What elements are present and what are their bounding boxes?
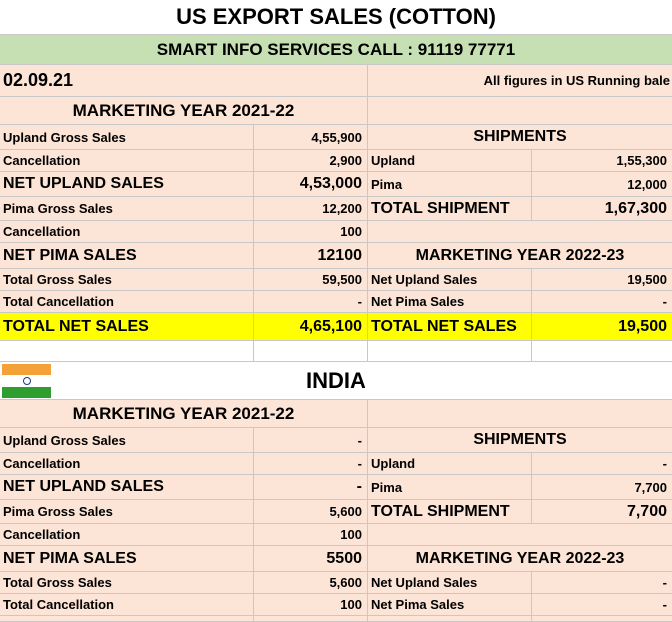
table-row: NET PIMA SALES 5500 MARKETING YEAR 2022-… bbox=[0, 546, 672, 572]
cell-value: 12,200 bbox=[254, 197, 368, 221]
table-row: Upland Gross Sales - SHIPMENTS bbox=[0, 428, 672, 453]
cell-value: 12,000 bbox=[532, 172, 672, 197]
cell-label: Net Upland Sales bbox=[368, 572, 532, 594]
cell-value: 100 bbox=[254, 594, 368, 616]
cell-label: TOTAL NET SALES bbox=[368, 313, 532, 341]
us-my-2021-header: MARKETING YEAR 2021-22 bbox=[0, 97, 368, 125]
cell-value: 59,500 bbox=[254, 269, 368, 291]
cell-label: Pima Gross Sales bbox=[0, 500, 254, 524]
cell-label: Pima Gross Sales bbox=[0, 197, 254, 221]
cell-label: Upland bbox=[368, 150, 532, 172]
cell-label: Upland Gross Sales bbox=[0, 125, 254, 150]
date-row: 02.09.21 All figures in US Running bale bbox=[0, 65, 672, 97]
report-date: 02.09.21 bbox=[0, 65, 368, 97]
india-my-header-row: MARKETING YEAR 2021-22 bbox=[0, 400, 672, 428]
cell-value: 5,600 bbox=[254, 500, 368, 524]
cell-label: Net Upland Sales bbox=[368, 269, 532, 291]
table-row: Total Cancellation - Net Pima Sales - bbox=[0, 291, 672, 313]
india-my-2022-header: MARKETING YEAR 2022-23 bbox=[368, 546, 672, 572]
cell-label: NET PIMA SALES bbox=[0, 546, 254, 572]
cell-value: - bbox=[254, 428, 368, 453]
cell-label: Total Cancellation bbox=[0, 594, 254, 616]
cell-value: - bbox=[254, 453, 368, 475]
table-row: Cancellation 2,900 Upland 1,55,300 bbox=[0, 150, 672, 172]
cell-label: Total Gross Sales bbox=[0, 572, 254, 594]
cell-value: 12100 bbox=[254, 243, 368, 269]
india-flag-icon bbox=[2, 364, 51, 398]
cell-label: Total Gross Sales bbox=[0, 269, 254, 291]
cell-value: - bbox=[532, 594, 672, 616]
page-subtitle: SMART INFO SERVICES CALL : 91119 77771 bbox=[0, 35, 672, 65]
table-row: NET UPLAND SALES 4,53,000 Pima 12,000 bbox=[0, 172, 672, 197]
us-my-2022-header: MARKETING YEAR 2022-23 bbox=[368, 243, 672, 269]
table-row: Total Cancellation 100 Net Pima Sales - bbox=[0, 594, 672, 616]
table-row: Total Gross Sales 59,500 Net Upland Sale… bbox=[0, 269, 672, 291]
cell-value: 4,55,900 bbox=[254, 125, 368, 150]
us-my-header-row: MARKETING YEAR 2021-22 bbox=[0, 97, 672, 125]
cell-label: Upland Gross Sales bbox=[0, 428, 254, 453]
cell-label: NET PIMA SALES bbox=[0, 243, 254, 269]
table-row: Pima Gross Sales 5,600 TOTAL SHIPMENT 7,… bbox=[0, 500, 672, 524]
india-my-2021-header: MARKETING YEAR 2021-22 bbox=[0, 400, 368, 428]
title-row: US EXPORT SALES (COTTON) bbox=[0, 0, 672, 35]
india-title-row: INDIA bbox=[0, 362, 672, 400]
cell-value: 1,55,300 bbox=[532, 150, 672, 172]
india-title: INDIA bbox=[0, 362, 672, 400]
cell-value: - bbox=[254, 475, 368, 500]
cell-value: - bbox=[532, 572, 672, 594]
cell-label: Total Cancellation bbox=[0, 291, 254, 313]
page-title: US EXPORT SALES (COTTON) bbox=[0, 0, 672, 35]
cell-label: Cancellation bbox=[0, 150, 254, 172]
cell-value: 2,900 bbox=[254, 150, 368, 172]
cell-label: Pima bbox=[368, 172, 532, 197]
cell-value: 7,700 bbox=[532, 475, 672, 500]
cell-label: NET UPLAND SALES bbox=[0, 475, 254, 500]
total-net-row: TOTAL NET SALES 4,65,100 TOTAL NET SALES… bbox=[0, 313, 672, 341]
cell-value: 4,65,100 bbox=[254, 313, 368, 341]
cell-label: Net Pima Sales bbox=[368, 594, 532, 616]
spacer-row bbox=[0, 341, 672, 362]
cell-value: 7,700 bbox=[532, 500, 672, 524]
cell-value: - bbox=[254, 291, 368, 313]
cell-label: TOTAL NET SALES bbox=[0, 313, 254, 341]
subtitle-row: SMART INFO SERVICES CALL : 91119 77771 bbox=[0, 35, 672, 65]
cell-value: - bbox=[532, 453, 672, 475]
cell-label: Pima bbox=[368, 475, 532, 500]
table-row: Cancellation - Upland - bbox=[0, 453, 672, 475]
cell-value: 4,53,000 bbox=[254, 172, 368, 197]
table-row: NET UPLAND SALES - Pima 7,700 bbox=[0, 475, 672, 500]
cell-label: Upland bbox=[368, 453, 532, 475]
table-row: Pima Gross Sales 12,200 TOTAL SHIPMENT 1… bbox=[0, 197, 672, 221]
cell-value: 100 bbox=[254, 524, 368, 546]
cell-label: Net Pima Sales bbox=[368, 291, 532, 313]
table-row: Total Gross Sales 5,600 Net Upland Sales… bbox=[0, 572, 672, 594]
cell-label: Cancellation bbox=[0, 524, 254, 546]
cell-value: - bbox=[532, 291, 672, 313]
cell-label: TOTAL SHIPMENT bbox=[368, 197, 532, 221]
cell-label: Cancellation bbox=[0, 453, 254, 475]
table-row: Upland Gross Sales 4,55,900 SHIPMENTS bbox=[0, 125, 672, 150]
cell-label: TOTAL SHIPMENT bbox=[368, 500, 532, 524]
cell-label: Cancellation bbox=[0, 221, 254, 243]
table-row: NET PIMA SALES 12100 MARKETING YEAR 2022… bbox=[0, 243, 672, 269]
cell-value: 100 bbox=[254, 221, 368, 243]
cell-value: 1,67,300 bbox=[532, 197, 672, 221]
cell-value: 19,500 bbox=[532, 313, 672, 341]
india-shipments-header: SHIPMENTS bbox=[368, 428, 672, 453]
table-row: Cancellation 100 bbox=[0, 221, 672, 243]
cell-value: 5500 bbox=[254, 546, 368, 572]
cell-value: 19,500 bbox=[532, 269, 672, 291]
units-note: All figures in US Running bale bbox=[368, 65, 672, 97]
cell-label: NET UPLAND SALES bbox=[0, 172, 254, 197]
cell-value: 5,600 bbox=[254, 572, 368, 594]
us-shipments-header: SHIPMENTS bbox=[368, 125, 672, 150]
table-row: Cancellation 100 bbox=[0, 524, 672, 546]
